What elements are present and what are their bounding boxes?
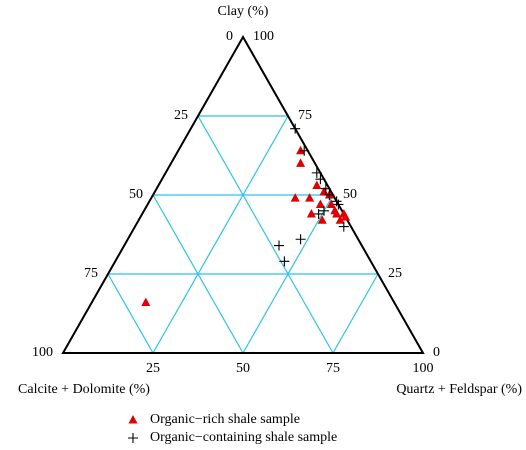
point bbox=[319, 186, 329, 196]
point bbox=[326, 199, 336, 208]
tick-label: 25 bbox=[146, 361, 160, 376]
point bbox=[341, 212, 351, 221]
point bbox=[313, 208, 324, 219]
tick-label: 75 bbox=[84, 266, 98, 281]
tick-label: 75 bbox=[298, 108, 312, 123]
point bbox=[315, 199, 325, 208]
point bbox=[290, 193, 300, 202]
tick-label: 100 bbox=[32, 345, 53, 360]
tick-label: 0 bbox=[433, 345, 440, 360]
legend-label: Organic−rich shale sample bbox=[150, 412, 300, 427]
point bbox=[295, 234, 306, 245]
tick-label: 25 bbox=[388, 266, 402, 281]
point bbox=[311, 167, 322, 178]
axis-title: Quartz + Feldspar (%) bbox=[396, 382, 522, 397]
grid-line bbox=[152, 115, 289, 354]
grid-line bbox=[107, 273, 154, 354]
point bbox=[305, 193, 315, 202]
tick-label: 50 bbox=[129, 187, 143, 202]
legend-label: Organic−containing shale sample bbox=[150, 430, 337, 445]
point bbox=[319, 205, 329, 216]
point bbox=[315, 174, 326, 185]
tick-label: 50 bbox=[343, 187, 357, 202]
tick-label: 0 bbox=[226, 29, 233, 44]
axis-title: Clay (%) bbox=[218, 4, 269, 19]
tick-label: 50 bbox=[236, 361, 250, 376]
axis-title: Calcite + Dolomite (%) bbox=[18, 382, 150, 397]
tick-label: 25 bbox=[174, 108, 188, 123]
point bbox=[296, 145, 306, 155]
point bbox=[338, 221, 349, 232]
point bbox=[335, 215, 345, 224]
tick-label: 100 bbox=[413, 361, 434, 376]
point bbox=[317, 215, 327, 224]
grid-line bbox=[197, 115, 334, 354]
point bbox=[141, 297, 151, 306]
point bbox=[320, 183, 331, 194]
point bbox=[279, 256, 290, 267]
tick-label: 100 bbox=[253, 29, 274, 44]
point bbox=[274, 240, 284, 251]
point bbox=[332, 208, 342, 218]
legend-marker bbox=[128, 433, 138, 443]
point bbox=[312, 180, 322, 190]
grid-line bbox=[332, 273, 379, 354]
point bbox=[306, 208, 316, 218]
tick-label: 75 bbox=[326, 361, 340, 376]
grid-line bbox=[242, 194, 334, 354]
point bbox=[296, 158, 306, 167]
legend-marker bbox=[128, 415, 138, 424]
point bbox=[290, 123, 301, 134]
point bbox=[324, 190, 335, 200]
point bbox=[333, 199, 344, 210]
point bbox=[299, 145, 310, 156]
